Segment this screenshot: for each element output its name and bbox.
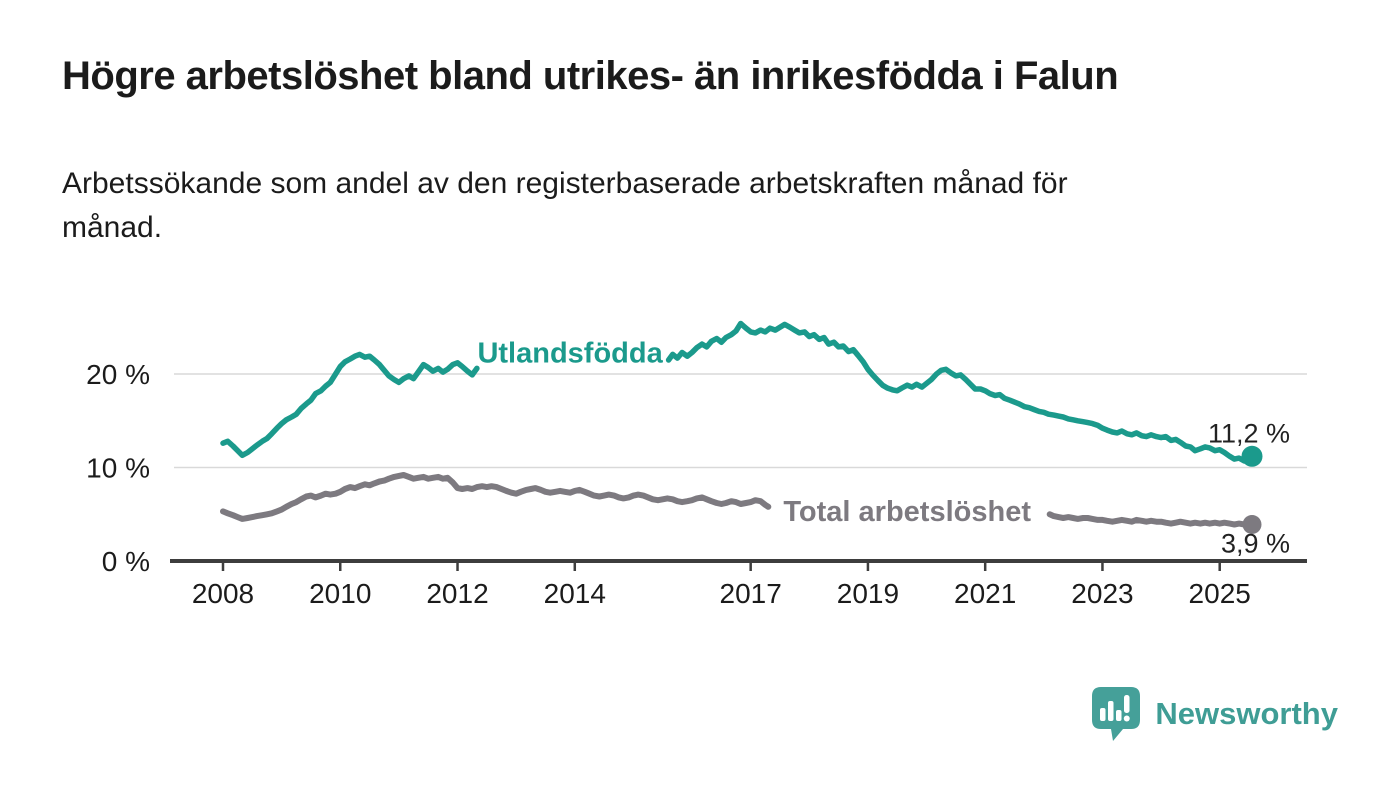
x-tick-label: 2025 xyxy=(1189,578,1251,609)
x-tick-label: 2021 xyxy=(954,578,1016,609)
exclamation-dot xyxy=(1124,715,1131,722)
series-line-total-arbetsl-shet-seg1 xyxy=(220,472,772,522)
series-line-total-arbetsl-shet-seg2 xyxy=(1046,511,1255,529)
end-dot-total-arbetsl-shet xyxy=(1242,515,1262,534)
series-line-utlandsf-dda-seg1 xyxy=(220,351,480,459)
bar-3 xyxy=(1116,710,1122,721)
chart-subtitle: Arbetssökande som andel av den registerb… xyxy=(62,167,1068,244)
newsworthy-wordmark: Newsworthy xyxy=(1155,696,1338,731)
exclamation-stem xyxy=(1124,695,1130,713)
end-dot-utlandsf-dda xyxy=(1241,445,1263,467)
bar-1 xyxy=(1100,708,1106,721)
x-tick-label: 2008 xyxy=(192,578,254,609)
x-tick-label: 2017 xyxy=(720,578,782,609)
end-value-label-utlandsf-dda: 11,2 % xyxy=(1208,418,1290,448)
x-tick-label: 2023 xyxy=(1071,578,1133,609)
x-tick-label: 2019 xyxy=(837,578,899,609)
x-tick-label: 2010 xyxy=(309,578,371,609)
y-tick-label: 0 % xyxy=(102,546,150,577)
page-title: Högre arbetslöshet bland utrikes- än inr… xyxy=(62,54,1119,98)
end-value-label-total-arbetsl-shet: 3,9 % xyxy=(1221,529,1290,559)
y-tick-label: 10 % xyxy=(86,453,150,484)
newsworthy-logo-icon xyxy=(1092,687,1141,741)
series-line-utlandsf-dda-seg2 xyxy=(665,320,1255,464)
series-label-utlandsf-dda: Utlandsfödda xyxy=(477,338,663,370)
bar-2 xyxy=(1108,701,1114,721)
x-tick-label: 2012 xyxy=(426,578,488,609)
brand-footer: Newsworthy xyxy=(1091,686,1338,742)
x-tick-label: 2014 xyxy=(544,578,606,609)
y-tick-label: 20 % xyxy=(86,359,150,390)
series-label-total-arbetsl-shet: Total arbetslöshet xyxy=(783,496,1031,528)
